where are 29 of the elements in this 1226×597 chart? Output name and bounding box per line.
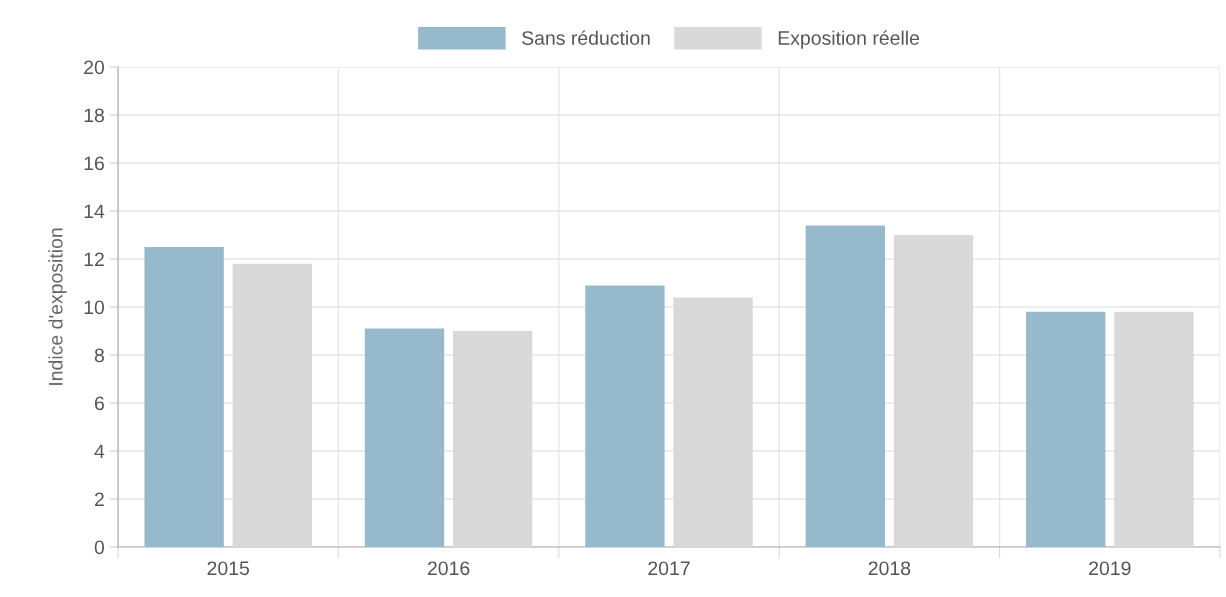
bar	[453, 331, 533, 547]
x-tick-label: 2016	[427, 561, 470, 576]
y-axis-title: Indice d'exposition	[48, 228, 67, 385]
bar	[144, 247, 224, 547]
legend-label: Exposition réelle	[778, 30, 920, 49]
bar	[1026, 311, 1106, 547]
bar	[364, 328, 445, 547]
bar	[232, 263, 312, 547]
legend-label: Sans réduction	[522, 30, 650, 45]
y-tick-label: 4	[94, 444, 105, 459]
y-tick-label: 14	[84, 204, 105, 219]
bar	[673, 297, 753, 547]
y-tick-label: 18	[84, 108, 104, 123]
y-tick-label: 12	[84, 252, 104, 267]
y-tick-label: 2	[94, 492, 104, 507]
x-tick-label: 2019	[1089, 561, 1131, 576]
x-tick-label: 2015	[207, 561, 250, 576]
y-tick-label: 20	[84, 60, 105, 75]
y-tick-label: 0	[94, 540, 105, 555]
y-tick-label: 16	[84, 156, 104, 171]
y-tick-label: 8	[94, 348, 104, 363]
y-tick-label: 10	[84, 300, 105, 315]
x-tick-label: 2017	[648, 561, 690, 576]
x-tick-label: 2018	[868, 561, 911, 576]
bar	[1114, 311, 1194, 547]
bar	[805, 225, 885, 547]
bar	[585, 285, 665, 547]
y-tick-label: 6	[94, 396, 104, 411]
bar	[893, 235, 974, 547]
